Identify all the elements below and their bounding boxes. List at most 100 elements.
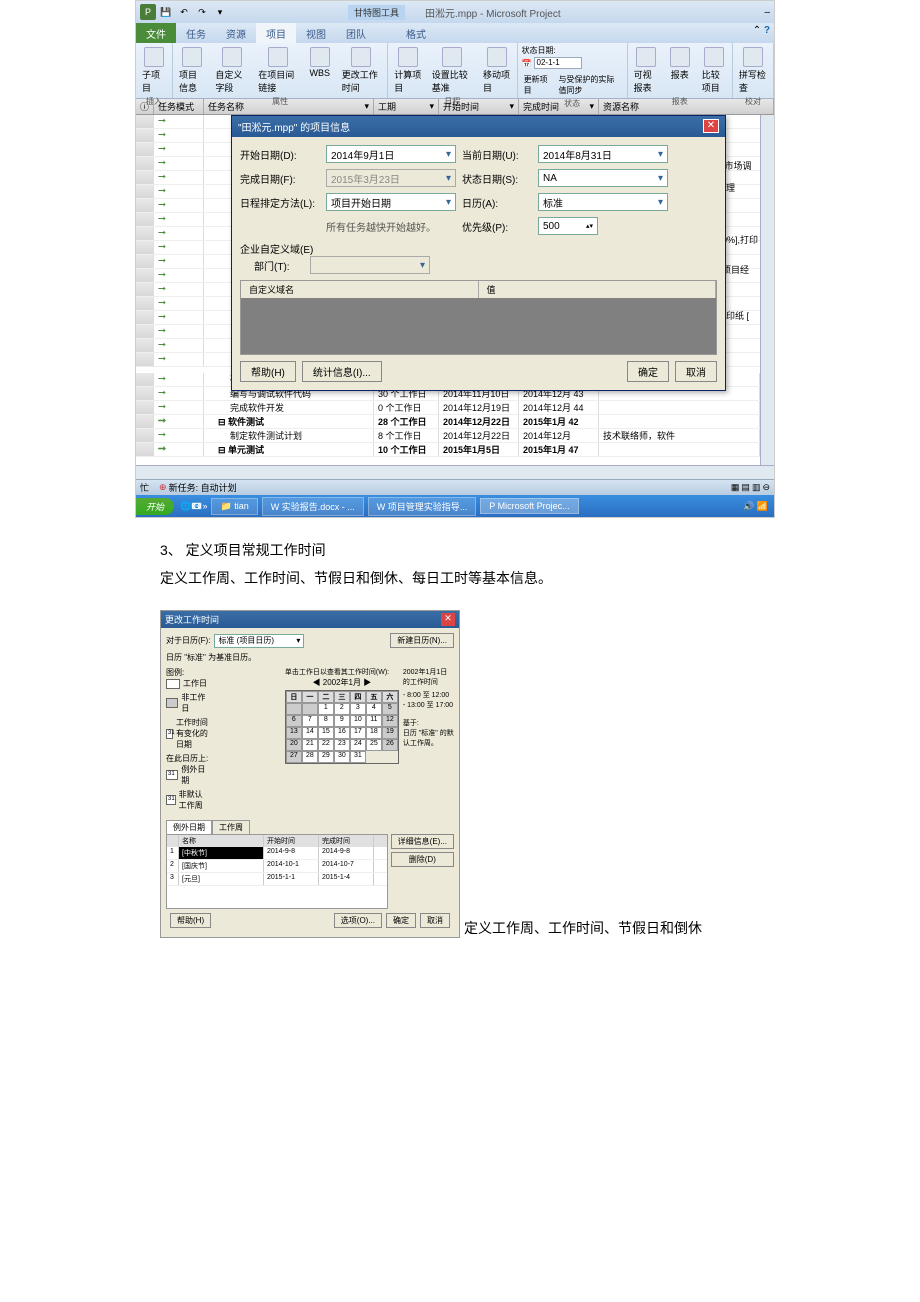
- qat-dropdown-icon[interactable]: ▾: [212, 4, 228, 20]
- sync-button[interactable]: 与受保护的实际值同步: [556, 72, 622, 98]
- title-bar: P 💾 ↶ ↷ ▾ 甘特图工具 田淞元.mpp - Microsoft Proj…: [136, 1, 774, 23]
- set-baseline-button[interactable]: 设置比较基准: [430, 45, 475, 96]
- taskbar-item[interactable]: W 项目管理实验指导...: [368, 497, 477, 516]
- grid-body: ⭢⭢⭢⭢⭢⭢⭢⭢⭢⭢⭢⭢⭢⭢⭢⭢⭢⭢ ], 市场调 经理 00%],打印 ],项…: [136, 115, 774, 465]
- tab-file[interactable]: 文件: [136, 23, 176, 43]
- tab-workweeks[interactable]: 工作周: [212, 820, 250, 834]
- section-desc: 定义工作周、工作时间、节假日和倒休、每日工时等基本信息。: [160, 568, 920, 588]
- system-tray[interactable]: 🔊 📶: [737, 501, 774, 512]
- details-button[interactable]: 详细信息(E)...: [391, 834, 454, 849]
- ok-button[interactable]: 确定: [386, 913, 416, 928]
- wbs-button[interactable]: WBS: [306, 45, 334, 96]
- tab-exceptions[interactable]: 例外日期: [166, 820, 212, 834]
- minimize-icon[interactable]: –: [764, 7, 770, 18]
- tab-task[interactable]: 任务: [176, 23, 216, 43]
- visual-reports-button[interactable]: 可视报表: [632, 45, 660, 96]
- compare-button[interactable]: 比较项目: [700, 45, 728, 96]
- taskbar-item[interactable]: W 实验报告.docx - ...: [262, 497, 364, 516]
- minimize-ribbon-icon[interactable]: ⌃: [753, 25, 761, 36]
- tab-team[interactable]: 团队: [336, 23, 376, 43]
- help-icon[interactable]: ?: [764, 25, 770, 36]
- custom-fields-grid[interactable]: 自定义域名值: [240, 280, 717, 355]
- status-bar: 忙 ⊕ 新任务: 自动计划 ▦ ▤ ▥ ⊖: [136, 479, 774, 495]
- dialog-title: 更改工作时间: [165, 613, 219, 626]
- calendar-select-combo[interactable]: 标准 (项目日历)▾: [214, 634, 304, 648]
- schedule-from-combo[interactable]: 项目开始日期: [326, 193, 456, 211]
- exceptions-table[interactable]: 名称开始时间完成时间 1[中秋节]2014-9-82014-9-82[国庆节]2…: [166, 834, 388, 909]
- priority-spinner[interactable]: 500▴▾: [538, 217, 598, 235]
- table-row[interactable]: 2[国庆节]2014-10-12014-10-7: [167, 860, 387, 873]
- tab-resource[interactable]: 资源: [216, 23, 256, 43]
- start-button[interactable]: 开始: [136, 498, 174, 515]
- project-info-button[interactable]: 项目信息: [177, 45, 207, 96]
- view-icon[interactable]: ▥: [752, 482, 761, 493]
- ok-button[interactable]: 确定: [627, 361, 669, 382]
- next-month-icon[interactable]: ▶: [363, 678, 371, 687]
- table-row[interactable]: ⭢⊟ 单元测试10 个工作日2015年1月5日2015年1月 47: [136, 443, 760, 457]
- quick-launch-icon[interactable]: »: [202, 501, 207, 511]
- taskbar-item[interactable]: P Microsoft Projec...: [480, 498, 578, 514]
- custom-fields-button[interactable]: 自定义字段: [213, 45, 250, 96]
- start-col-header[interactable]: 开始时间▾: [439, 99, 519, 114]
- tab-project[interactable]: 项目: [256, 23, 296, 43]
- update-project-button[interactable]: 更新项目: [522, 72, 551, 98]
- quick-launch-icon[interactable]: 📧: [191, 501, 202, 512]
- dur-col-header[interactable]: 工期▾: [374, 99, 439, 114]
- horizontal-scrollbar[interactable]: [136, 465, 774, 479]
- prev-month-icon[interactable]: ◀: [313, 678, 321, 687]
- close-icon[interactable]: ✕: [703, 119, 719, 133]
- close-icon[interactable]: ✕: [441, 613, 455, 626]
- stats-button[interactable]: 统计信息(I)...: [302, 361, 382, 382]
- help-button[interactable]: 帮助(H): [240, 361, 296, 382]
- reports-button[interactable]: 报表: [666, 45, 694, 96]
- ent-label: 企业自定义域(E): [240, 241, 717, 256]
- section-heading: 3、 定义项目常规工作时间: [160, 540, 920, 560]
- redo-icon[interactable]: ↷: [194, 4, 210, 20]
- save-icon[interactable]: 💾: [158, 4, 174, 20]
- zoom-out-icon[interactable]: ⊖: [762, 482, 770, 493]
- tab-view[interactable]: 视图: [296, 23, 336, 43]
- calendar-combo[interactable]: 标准: [538, 193, 668, 211]
- help-button[interactable]: 帮助(H): [170, 913, 211, 928]
- cancel-button[interactable]: 取消: [675, 361, 717, 382]
- finish-date-combo: 2015年3月23日: [326, 169, 456, 187]
- vertical-scrollbar[interactable]: [760, 115, 774, 465]
- project-icon: P: [140, 4, 156, 20]
- taskbar-item[interactable]: 📁 tian: [211, 498, 257, 515]
- quick-launch-icon[interactable]: 🌐: [180, 501, 191, 512]
- subproject-button[interactable]: 子项目: [140, 45, 168, 96]
- gantt-tool-tab[interactable]: 甘特图工具: [348, 5, 405, 20]
- links-button[interactable]: 在项目间链接: [256, 45, 299, 96]
- new-calendar-button[interactable]: 新建日历(N)...: [390, 633, 454, 648]
- table-row[interactable]: ⭢完成软件开发0 个工作日2014年12月19日2014年12月 44: [136, 401, 760, 415]
- grid-header: ⓘ 任务模式 任务名称▾ 工期▾ 开始时间▾ 完成时间▾ 资源名称: [136, 99, 774, 115]
- start-date-combo[interactable]: 2014年9月1日: [326, 145, 456, 163]
- res-col-header[interactable]: 资源名称: [599, 99, 774, 114]
- view-icon[interactable]: ▦: [731, 482, 740, 493]
- current-date-combo[interactable]: 2014年8月31日: [538, 145, 668, 163]
- info-col-header[interactable]: ⓘ: [136, 99, 154, 114]
- calc-project-button[interactable]: 计算项目: [392, 45, 424, 96]
- status-date-combo[interactable]: 02-1-1: [534, 57, 582, 69]
- table-row[interactable]: ⭢制定软件测试计划8 个工作日2014年12月22日2014年12月技术联络师，…: [136, 429, 760, 443]
- undo-icon[interactable]: ↶: [176, 4, 192, 20]
- table-row[interactable]: ⭢⊟ 软件测试28 个工作日2014年12月22日2015年1月 42: [136, 415, 760, 429]
- calendar-icon: 📅: [522, 59, 532, 68]
- dept-combo: [310, 256, 430, 274]
- change-time-button[interactable]: 更改工作时间: [340, 45, 383, 96]
- change-work-time-dialog: 更改工作时间 ✕ 对于日历(F): 标准 (项目日历)▾ 新建日历(N)... …: [160, 610, 460, 938]
- mode-col-header[interactable]: 任务模式: [154, 99, 204, 114]
- calendar-view[interactable]: 单击工作日以查看其工作时间(W): ◀ 2002年1月 ▶ 日一二三四五六123…: [285, 667, 399, 814]
- options-button[interactable]: 选项(O)...: [334, 913, 382, 928]
- status-date-combo[interactable]: NA: [538, 169, 668, 187]
- delete-button[interactable]: 删除(D): [391, 852, 454, 867]
- table-row[interactable]: 1[中秋节]2014-9-82014-9-8: [167, 847, 387, 860]
- tab-format[interactable]: 格式: [396, 23, 436, 43]
- table-row[interactable]: 3[元旦]2015-1-12015-1-4: [167, 873, 387, 886]
- view-icon[interactable]: ▤: [741, 482, 750, 493]
- move-project-button[interactable]: 移动项目: [481, 45, 513, 96]
- name-col-header[interactable]: 任务名称▾: [204, 99, 374, 114]
- end-col-header[interactable]: 完成时间▾: [519, 99, 599, 114]
- spellcheck-button[interactable]: 拼写检查: [737, 45, 769, 96]
- cancel-button[interactable]: 取消: [420, 913, 450, 928]
